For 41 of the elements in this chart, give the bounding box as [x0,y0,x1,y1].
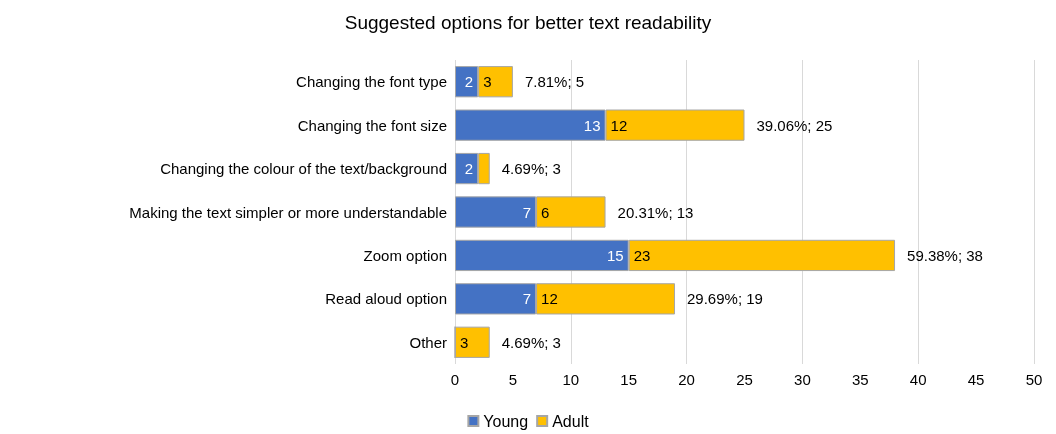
data-label: 15 [607,246,624,264]
legend-label: Adult [552,412,590,430]
total-label: 7.81%; 5 [524,73,585,91]
x-tick-label: 40 [909,371,927,388]
data-label: 13 [583,116,601,134]
y-tick-label: Read aloud option [325,290,447,308]
total-label: 20.31%; 13 [617,203,694,221]
total-label: 4.69%; 3 [501,333,561,351]
data-label: 2 [464,73,474,91]
legend-label: Young [483,412,529,430]
y-tick-label: Changing the font size [297,116,447,134]
data-label: 7 [522,203,532,221]
y-tick-label: Other [409,333,447,351]
y-tick-label: Changing the colour of the text/background [160,160,447,178]
total-label: 4.69%; 3 [501,160,561,178]
data-label: 7 [522,290,532,308]
y-tick-label: Zoom option [363,246,447,264]
x-tick-label: 25 [736,371,753,388]
data-label: 3 [483,73,492,91]
data-label: 12 [610,116,628,134]
total-label: 29.69%; 19 [687,290,763,308]
x-tick-label: 15 [620,371,638,388]
y-tick-label: Making the text simpler or more understandable [129,203,447,221]
x-tick-label: 0 [450,371,460,388]
x-tick-label: 45 [967,371,985,388]
total-label: 59.38%; 38 [907,246,983,264]
x-tick-label: 5 [508,371,518,388]
y-tick-label: Changing the font type [296,73,447,91]
x-tick-label: 50 [1025,371,1043,388]
x-tick-label: 10 [562,371,580,388]
data-label: 2 [464,160,474,178]
chart-title: Suggested options for better text readability [344,12,712,33]
total-label: 39.06%; 25 [756,116,833,134]
data-label: 12 [541,290,558,308]
bar [455,326,490,358]
data-label: 6 [541,203,550,221]
x-tick-label: 20 [678,371,695,388]
x-tick-label: 35 [851,371,869,388]
data-label: 3 [460,333,469,351]
x-tick-label: 30 [794,371,811,388]
data-label: 23 [633,246,651,264]
